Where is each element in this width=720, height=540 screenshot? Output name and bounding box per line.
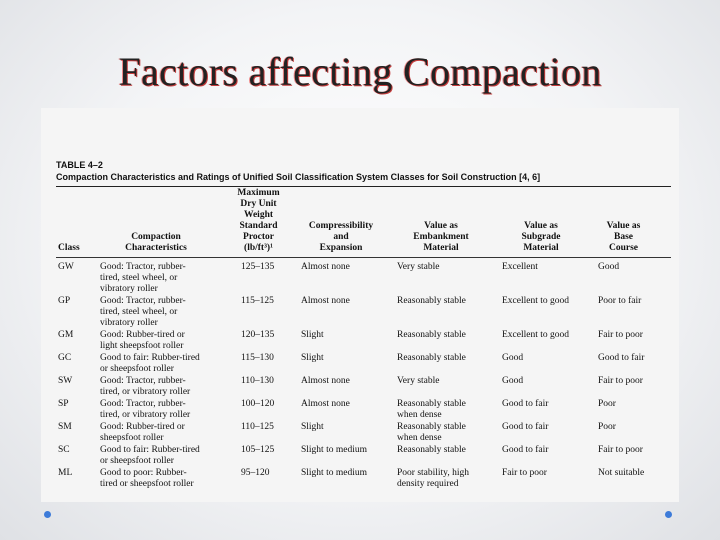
table-row: SC Good to fair: Rubber-tired or sheepsfoo… — [56, 445, 671, 468]
cell-comp: Good to poor: Rubber-tired or sheepsfoot… — [100, 468, 194, 489]
header-class: Class — [58, 243, 80, 253]
header-subgrade: Value as Subgrade Material — [521, 221, 561, 253]
cell-base: Poor — [598, 399, 616, 409]
cell-emb: Poor stability, high density required — [397, 468, 469, 489]
header-compressibility: Compressibility and Expansion — [308, 221, 374, 253]
cell-base: Fair to poor — [598, 330, 643, 340]
cell-class: GW — [58, 262, 74, 272]
cell-dens: 95–120 — [241, 468, 270, 478]
cell-dens: 110–130 — [241, 376, 274, 386]
cell-emb: Reasonably stable — [397, 353, 466, 363]
cell-dens: 115–125 — [241, 296, 274, 306]
header-compaction: Compaction Characteristics — [125, 232, 187, 253]
cell-comp: Good: Tractor, rubber-tired, steel wheel… — [100, 262, 186, 294]
cell-emb: Reasonably stable when dense — [397, 399, 466, 420]
cell-compr: Slight — [301, 422, 324, 432]
cell-base: Poor — [598, 422, 616, 432]
cell-dens: 100–120 — [241, 399, 275, 409]
cell-class: SP — [58, 399, 69, 409]
cell-sub: Good to fair — [502, 422, 549, 432]
table-header-rule — [56, 257, 671, 258]
cell-dens: 115–130 — [241, 353, 274, 363]
cell-comp: Good: Tractor, rubber-tired, or vibrator… — [100, 399, 191, 420]
cell-base: Fair to poor — [598, 376, 643, 386]
cell-compr: Slight to medium — [301, 445, 367, 455]
cell-sub: Excellent to good — [502, 330, 570, 340]
cell-dens: 105–125 — [241, 445, 275, 455]
cell-compr: Almost none — [301, 399, 350, 409]
bullet-dot-right — [665, 511, 672, 518]
cell-compr: Slight — [301, 330, 324, 340]
slide-title: Factors affecting Compaction — [118, 49, 602, 94]
table-scan-image: TABLE 4–2 Compaction Characteristics and… — [41, 108, 679, 502]
cell-comp: Good: Rubber-tired or light sheepsfoot ro… — [100, 330, 185, 351]
table-caption: Compaction Characteristics and Ratings o… — [56, 172, 541, 182]
cell-sub: Fair to poor — [502, 468, 547, 478]
cell-dens: 110–125 — [241, 422, 274, 432]
table-header: Class Compaction Characteristics Maximum D… — [56, 187, 671, 257]
cell-emb: Very stable — [397, 376, 440, 386]
cell-compr: Slight to medium — [301, 468, 367, 478]
header-base: Value as Base Course — [606, 221, 641, 253]
cell-sub: Good — [502, 353, 524, 363]
cell-emb: Reasonably stable — [397, 445, 466, 455]
cell-emb: Reasonably stable — [397, 330, 466, 340]
cell-sub: Good — [502, 376, 524, 386]
cell-compr: Slight — [301, 353, 324, 363]
cell-base: Good — [598, 262, 620, 272]
table-row: ML Good to poor: Rubber-tired or sheepsfo… — [56, 468, 671, 491]
table-row: SP Good: Tractor, rubber-tired, or vibrat… — [56, 399, 671, 422]
table-top-rule — [56, 186, 671, 187]
cell-comp: Good to fair: Rubber-tired or sheepsfoot … — [100, 445, 200, 466]
cell-base: Fair to poor — [598, 445, 643, 455]
header-embankment: Value as Embankment Material — [413, 221, 469, 253]
cell-emb: Reasonably stable when dense — [397, 422, 466, 443]
cell-comp: Good: Rubber-tired or sheepsfoot roller — [100, 422, 185, 443]
cell-class: SW — [58, 376, 73, 386]
cell-dens: 125–135 — [241, 262, 275, 272]
table-row: SW Good: Tractor, rubber-tired, or vibrat… — [56, 376, 671, 399]
cell-sub: Excellent — [502, 262, 538, 272]
cell-class: ML — [58, 468, 73, 478]
cell-comp: Good to fair: Rubber-tired or sheepsfoot … — [100, 353, 200, 374]
table-number: TABLE 4–2 — [56, 160, 103, 170]
cell-emb: Reasonably stable — [397, 296, 466, 306]
cell-dens: 120–135 — [241, 330, 275, 340]
cell-sub: Good to fair — [502, 399, 549, 409]
cell-comp: Good: Tractor, rubber-tired, steel wheel… — [100, 296, 186, 328]
table-row: GM Good: Rubber-tired or light sheepsfoot … — [56, 330, 671, 353]
table-container: TABLE 4–2 Compaction Characteristics and… — [56, 160, 671, 491]
table-row: GC Good to fair: Rubber-tired or sheepsfoo… — [56, 353, 671, 376]
header-density: Maximum Dry Unit Weight Standard Proctor (lb/… — [237, 188, 280, 253]
table-row: GW Good: Tractor, rubber-tired, steel whe… — [56, 262, 671, 296]
cell-class: SC — [58, 445, 70, 455]
cell-base: Poor to fair — [598, 296, 642, 306]
table-body: GW Good: Tractor, rubber-tired, steel whe… — [56, 262, 671, 491]
cell-compr: Almost none — [301, 376, 350, 386]
cell-sub: Excellent to good — [502, 296, 570, 306]
cell-compr: Almost none — [301, 296, 350, 306]
bullet-dot-left — [44, 511, 51, 518]
cell-comp: Good: Tractor, rubber-tired, or vibrator… — [100, 376, 191, 397]
cell-sub: Good to fair — [502, 445, 549, 455]
cell-class: GC — [58, 353, 72, 363]
cell-base: Not suitable — [598, 468, 645, 478]
cell-emb: Very stable — [397, 262, 440, 272]
cell-class: SM — [58, 422, 72, 432]
table-row: GP Good: Tractor, rubber-tired, steel whe… — [56, 296, 671, 330]
cell-class: GM — [58, 330, 74, 340]
cell-compr: Almost none — [301, 262, 350, 272]
cell-base: Good to fair — [598, 353, 645, 363]
table-row: SM Good: Rubber-tired or sheepsfoot roller… — [56, 422, 671, 445]
cell-class: GP — [58, 296, 71, 306]
